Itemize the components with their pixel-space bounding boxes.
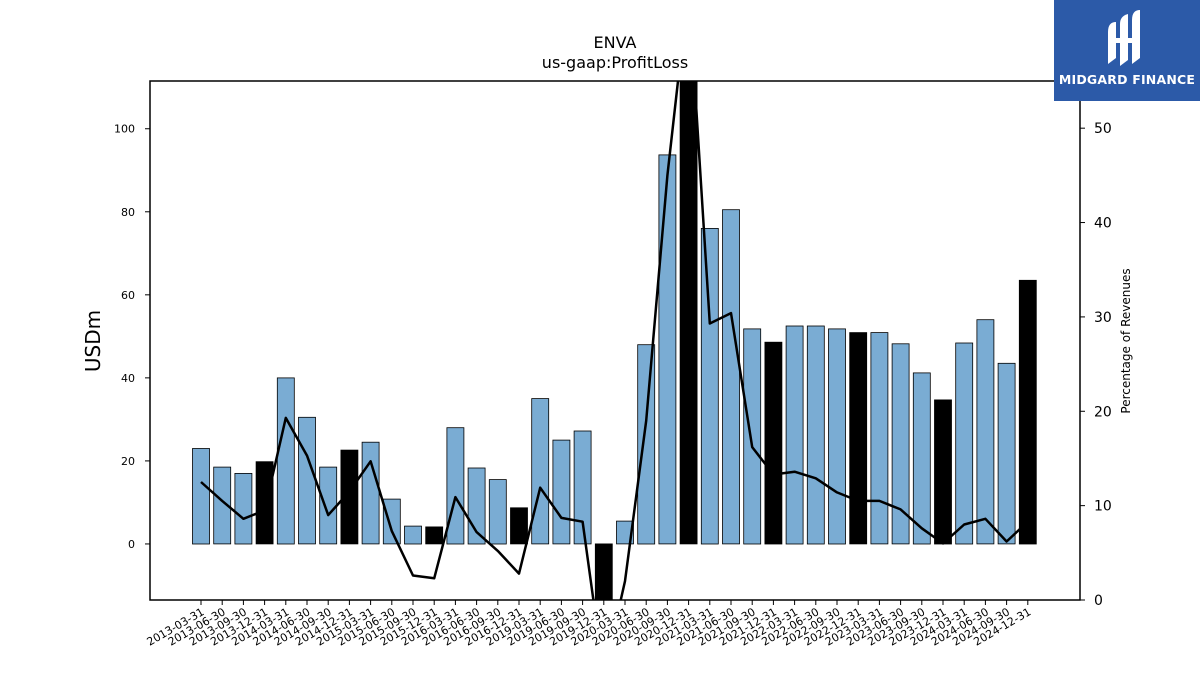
bar-2021-09-30 — [743, 328, 762, 545]
y2-tick-label: 0 — [1094, 593, 1103, 609]
chart-subtitle: us-gaap:ProfitLoss — [542, 53, 688, 72]
y-tick-label: 40 — [121, 372, 135, 385]
y-tick-label: 80 — [121, 206, 135, 219]
y2-tick-label: 40 — [1094, 216, 1112, 232]
bar-2024-06-30 — [976, 319, 995, 545]
bar-2015-06-30 — [382, 498, 401, 545]
bar-2015-09-30 — [404, 525, 422, 545]
bars-group — [192, 81, 1037, 600]
bar-2022-03-31 — [785, 325, 804, 545]
bar-2020-09-30 — [658, 154, 677, 545]
logo-mark-icon — [1108, 10, 1140, 66]
bar-2014-09-30 — [319, 466, 338, 545]
ratio-line — [200, 81, 1029, 600]
bar-2024-09-30 — [997, 362, 1016, 545]
bar-2019-06-30 — [552, 439, 571, 545]
bar-2021-12-31 — [764, 341, 783, 545]
bar-2014-06-30 — [298, 416, 316, 545]
y-tick-label: 0 — [128, 538, 135, 551]
bar-2014-12-31 — [340, 449, 359, 545]
plot-frame — [149, 80, 1081, 601]
bar-2014-03-31 — [276, 377, 295, 545]
bar-2024-03-31 — [955, 342, 974, 545]
bar-2015-12-31 — [425, 526, 444, 545]
bar-2013-06-30 — [213, 466, 232, 545]
bar-2015-03-31 — [361, 441, 380, 545]
bar-2020-06-30 — [637, 344, 656, 545]
bar-2023-06-30 — [891, 343, 910, 545]
right-axis: 0 10 20 30 40 50 — [1080, 121, 1112, 609]
bar-2019-03-31 — [531, 398, 550, 545]
y2-tick-label: 30 — [1094, 310, 1112, 326]
bar-2021-03-31 — [700, 227, 719, 545]
bar-2016-09-30 — [488, 479, 507, 545]
y-tick-label: 20 — [121, 455, 135, 468]
y-axis-label: USDm — [81, 310, 105, 372]
x-axis: 2013-03-312013-06-302013-09-302013-12-31… — [145, 600, 1033, 649]
bar-2022-09-30 — [828, 328, 846, 545]
bar-2020-12-31 — [679, 81, 698, 545]
line-group — [200, 81, 1029, 600]
bar-2023-12-31 — [934, 399, 952, 545]
bar-2022-12-31 — [849, 332, 868, 545]
y2-tick-label: 20 — [1094, 404, 1112, 420]
y2-tick-label: 50 — [1094, 121, 1112, 137]
bar-2013-09-30 — [234, 472, 253, 545]
y-tick-label: 100 — [114, 123, 135, 136]
y-tick-label: 60 — [121, 289, 135, 302]
logo-text: MIDGARD FINANCE — [1058, 72, 1196, 87]
bar-2019-12-31 — [594, 543, 613, 600]
y2-tick-label: 10 — [1094, 499, 1112, 515]
bar-2013-03-31 — [192, 448, 210, 545]
bar-2023-09-30 — [912, 372, 931, 545]
y2-axis-label: Percentage of Revenues — [1119, 268, 1133, 413]
bar-2020-03-31 — [616, 520, 634, 545]
bar-2016-03-31 — [446, 427, 465, 545]
bar-2013-12-31 — [255, 461, 274, 545]
left-axis: 0 20 40 60 80 100 — [114, 123, 150, 551]
bar-2021-06-30 — [722, 209, 740, 545]
bar-2023-03-31 — [870, 332, 889, 545]
bar-2016-12-31 — [510, 507, 528, 545]
midgard-finance-logo: MIDGARD FINANCE — [1054, 0, 1200, 101]
bar-2024-12-31 — [1018, 279, 1037, 545]
bar-2019-09-30 — [573, 430, 592, 545]
chart-title: ENVA — [594, 33, 637, 52]
bar-2022-06-30 — [806, 325, 825, 545]
